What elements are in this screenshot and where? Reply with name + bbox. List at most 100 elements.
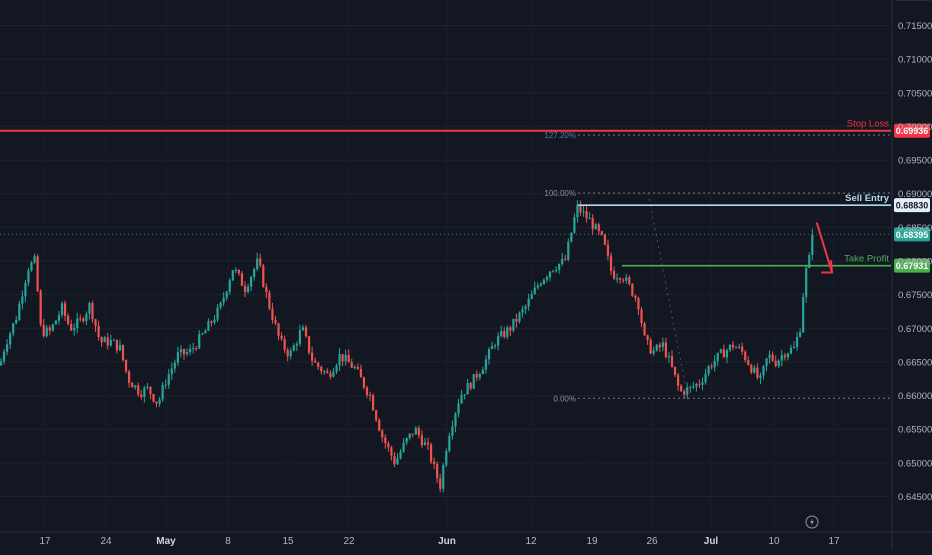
candle-body	[445, 451, 448, 465]
candle-body	[795, 336, 799, 347]
candle-body	[118, 344, 122, 351]
candle-body	[570, 232, 573, 242]
candle-body	[423, 442, 427, 446]
candle-body	[619, 278, 622, 280]
candle-body	[762, 365, 765, 376]
candle-body	[375, 410, 378, 421]
price-tag-label: 0.67931	[896, 261, 929, 271]
candle-body	[152, 393, 155, 402]
candle-body	[39, 291, 42, 325]
lightning-icon[interactable]	[805, 515, 819, 529]
candle-body	[433, 461, 436, 464]
candle-body	[475, 374, 478, 378]
candle-body	[551, 270, 555, 272]
candle-body	[100, 337, 103, 343]
candle-body	[378, 420, 381, 431]
candle-body	[786, 353, 789, 358]
candle-body	[143, 387, 146, 397]
candle-body	[24, 282, 27, 297]
candle-body	[527, 298, 530, 307]
y-tick-label: 0.66000	[898, 391, 932, 402]
candle-body	[716, 352, 719, 361]
candle-body	[185, 352, 189, 355]
candle-body	[585, 211, 588, 219]
candle-body	[478, 374, 481, 378]
candle-body	[48, 327, 51, 331]
y-tick-label: 0.65000	[898, 458, 932, 469]
candle-body	[524, 306, 527, 310]
candle-body	[747, 360, 750, 365]
candle-body	[622, 279, 625, 281]
candle-body	[789, 347, 793, 354]
candle-body	[408, 433, 411, 438]
candle-body	[225, 291, 228, 298]
candle-body	[555, 269, 558, 271]
candle-body	[414, 428, 417, 435]
candle-body	[738, 346, 741, 348]
candle-body	[472, 374, 475, 389]
annotations	[816, 222, 833, 274]
candle-body	[182, 349, 186, 355]
candle-body	[518, 312, 521, 322]
candle-body	[381, 430, 384, 438]
candle-body	[805, 267, 808, 297]
candle-body	[799, 332, 802, 337]
candle-body	[448, 435, 451, 452]
candle-body	[250, 276, 253, 287]
candle-body	[259, 258, 262, 266]
candle-body	[262, 265, 265, 287]
candle-body	[515, 318, 518, 322]
candle-body	[76, 318, 79, 328]
candle-body	[521, 309, 524, 313]
candle-body	[298, 330, 301, 344]
candle-body	[542, 279, 545, 285]
candle-body	[314, 360, 317, 363]
candle-body	[503, 331, 506, 337]
candle-body	[481, 369, 484, 375]
candle-body	[771, 354, 774, 361]
candle-body	[216, 307, 219, 320]
candle-body	[106, 337, 109, 346]
x-tick-label: Jul	[704, 536, 719, 547]
candle-body	[774, 360, 777, 366]
candle-body	[582, 211, 585, 213]
time-axis[interactable]: 17 24 May 8 15 22 Jun 12 19 26 Jul 10 17	[0, 515, 932, 547]
y-tick-label: 0.71500	[898, 21, 932, 32]
candle-body	[179, 349, 183, 353]
candle-body	[460, 394, 463, 404]
candle-body	[731, 344, 735, 348]
candle-body	[329, 373, 332, 377]
candle-body	[634, 295, 637, 299]
candle-body	[51, 324, 54, 331]
candle-body	[734, 347, 738, 349]
candle-body	[335, 365, 338, 372]
candle-body	[454, 413, 457, 427]
candle-body	[695, 383, 698, 387]
candle-body	[57, 315, 61, 321]
price-tag	[894, 123, 930, 138]
candle-body	[289, 350, 292, 357]
candle-body	[134, 385, 137, 388]
candle-body	[158, 399, 161, 404]
candle-body	[500, 331, 503, 337]
candle-body	[307, 336, 311, 353]
candle-body	[399, 451, 402, 459]
candle-body	[67, 315, 70, 325]
candle-body	[228, 280, 231, 292]
candle-body	[33, 256, 36, 263]
candle-body	[567, 241, 570, 260]
price-axis[interactable]: 0.71500 0.71000 0.70500 0.70000 0.69500 0.690…	[891, 0, 932, 550]
x-tick-label: 12	[525, 536, 537, 547]
candle-body	[15, 319, 18, 324]
x-tick-label: May	[156, 536, 176, 547]
candle-body	[533, 287, 536, 295]
candle-body	[426, 442, 430, 445]
candle-body	[317, 362, 320, 367]
candle-body	[429, 444, 433, 462]
candle-body	[713, 360, 716, 368]
candle-body	[280, 335, 283, 339]
candle-body	[689, 386, 692, 388]
candle-body	[558, 263, 561, 270]
